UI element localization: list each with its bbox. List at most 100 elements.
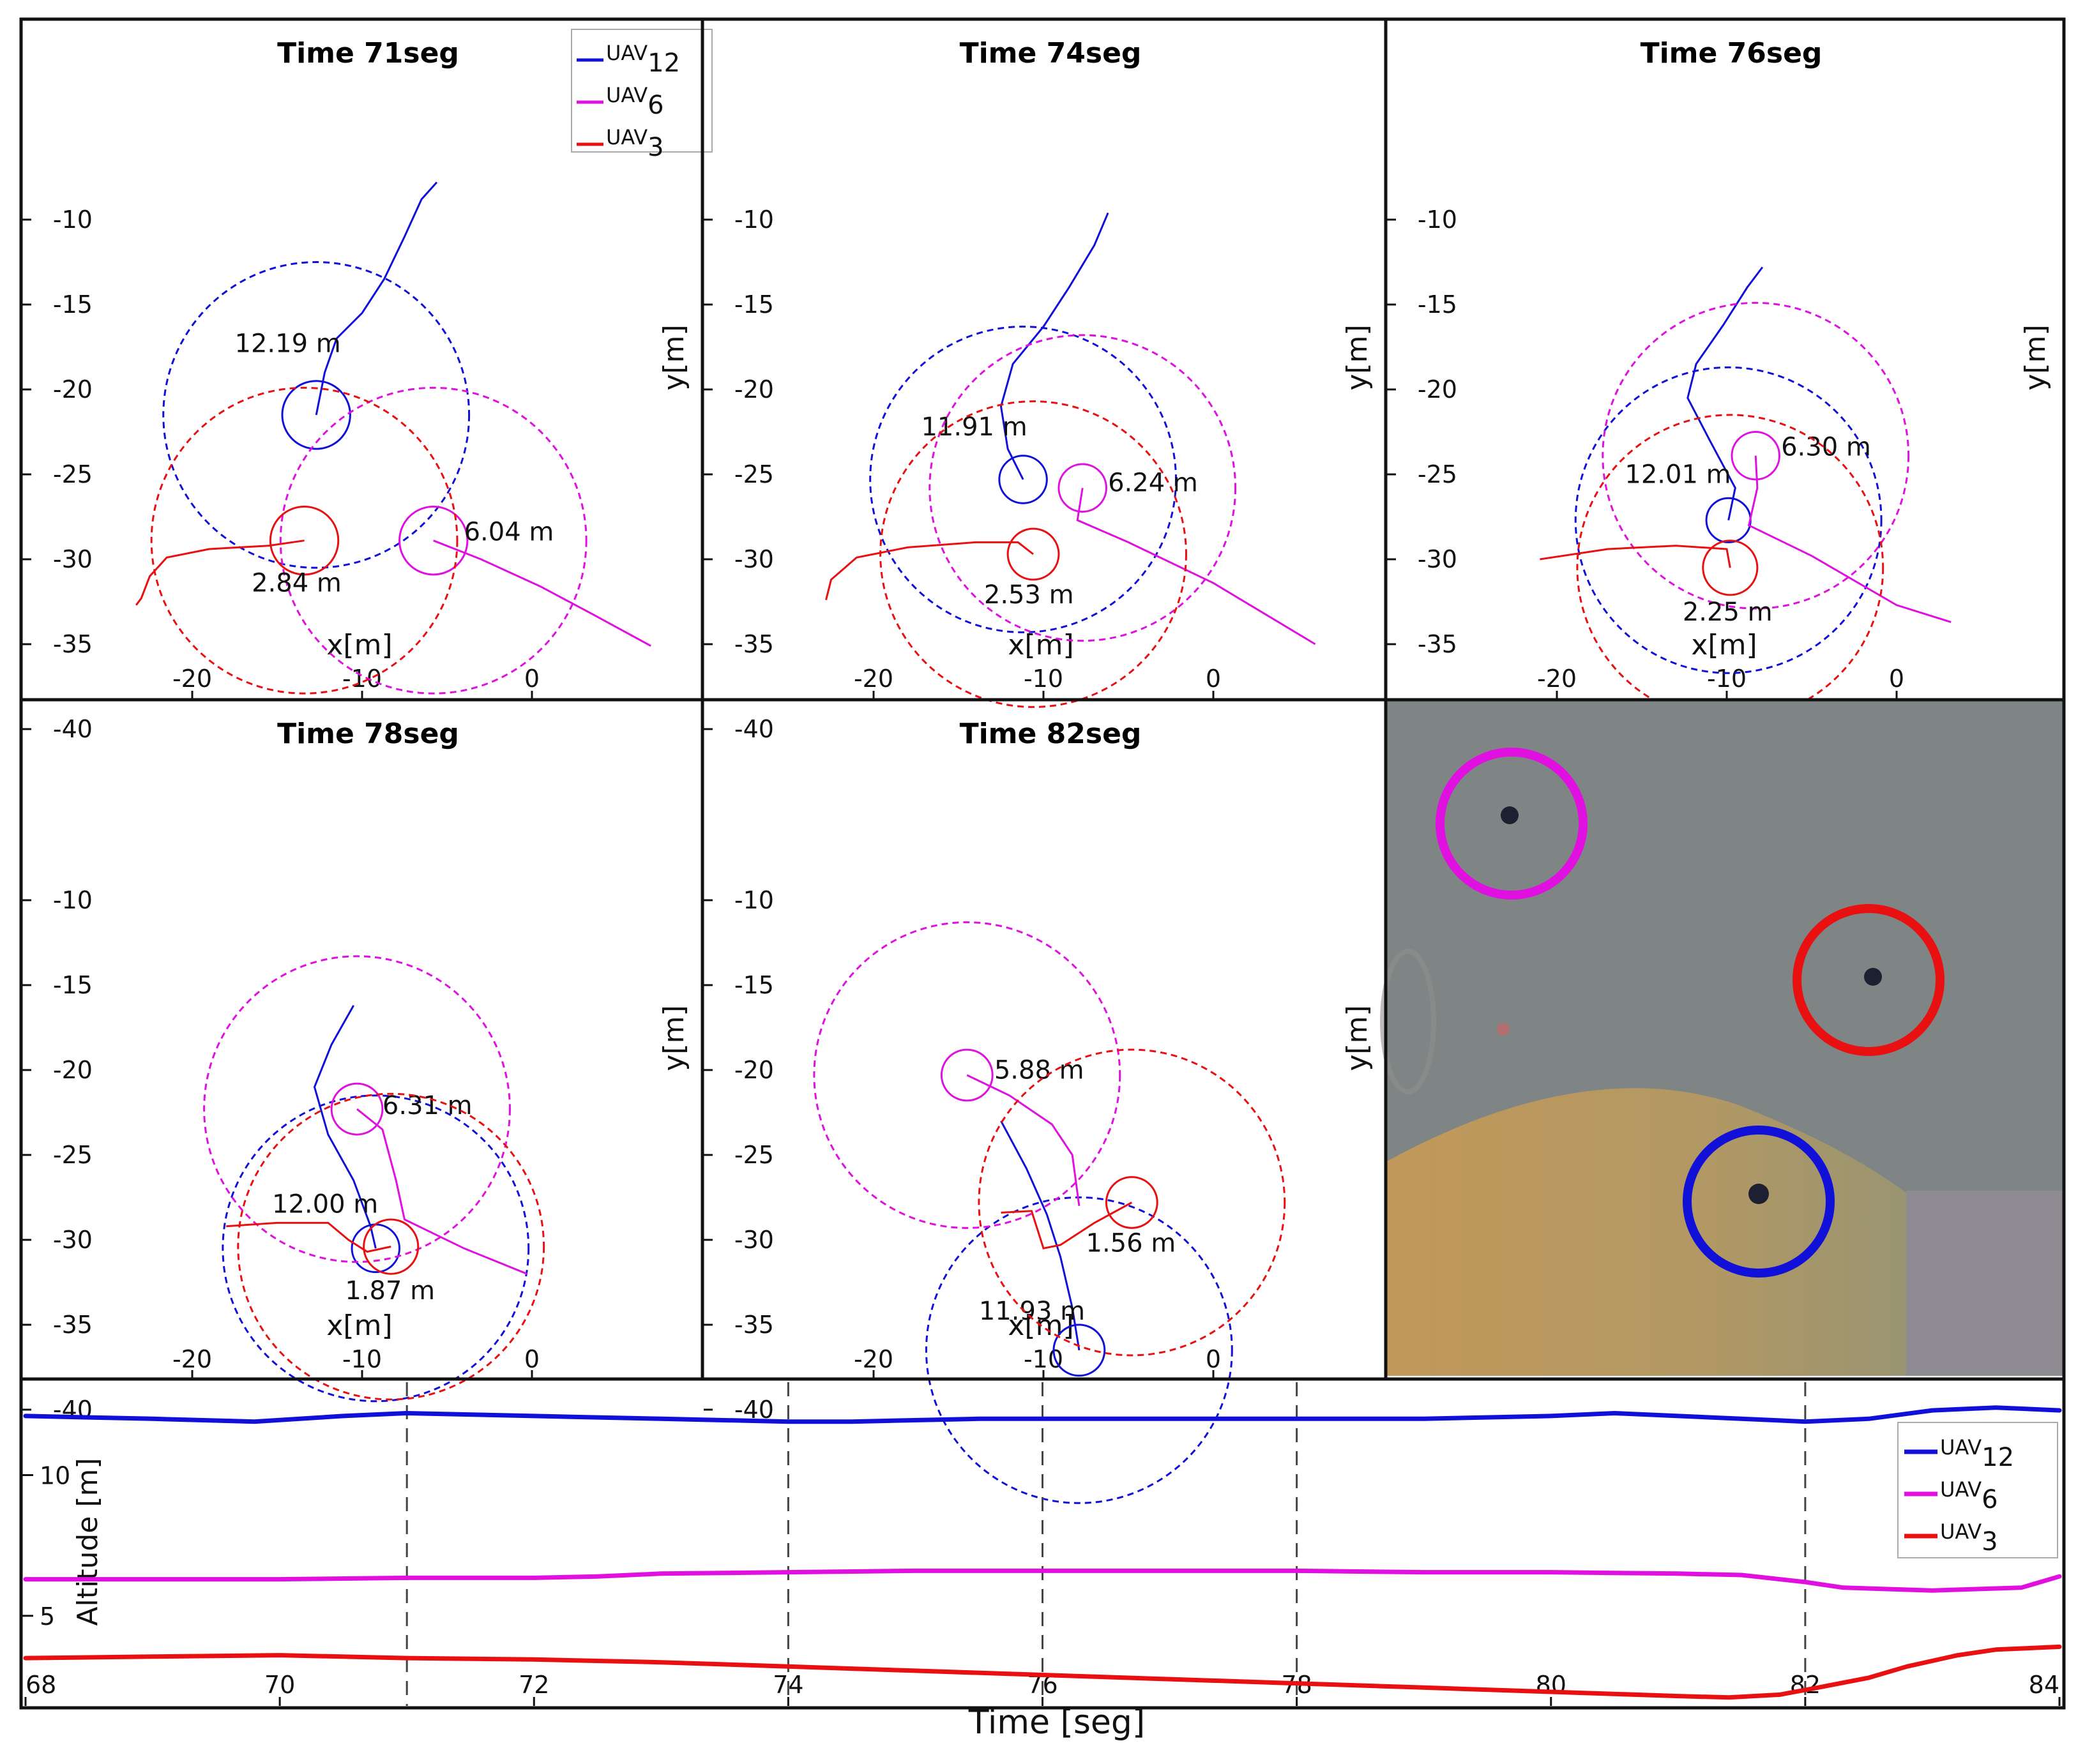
uav3-range-circle [150, 386, 459, 695]
uav6-trajectory [1747, 455, 1952, 623]
x-axis-label: x[m] [1008, 629, 1073, 661]
uav6-trajectory [966, 1074, 1080, 1206]
xtick-label: -10 [1707, 665, 1747, 693]
uav3-position-circle [1105, 1176, 1158, 1229]
uav12-range-circle [1574, 366, 1883, 674]
uav6-legend-subscript: 6 [648, 91, 663, 120]
ytick-label: -30 [734, 1226, 774, 1254]
x-axis-label: x[m] [326, 1309, 392, 1342]
xtick-label: -10 [342, 1345, 382, 1373]
panel-3: Time 78seg -10 -15 -20 -25 -30 -35 -40 -20 -10 0 x[… [22, 718, 690, 1424]
uav3-distance-label: 2.25 m [1683, 598, 1773, 627]
uav12-legend-subscript: 12 [648, 49, 680, 78]
uav3-trajectory [226, 1221, 391, 1253]
uav6-position-circle [1058, 463, 1107, 513]
xtick-label: -10 [1024, 665, 1063, 693]
uav6-position-circle [940, 1048, 994, 1102]
xtick-label: -10 [342, 665, 382, 693]
ytick-label: -15 [53, 971, 93, 999]
y-axis-label: y[m] [1341, 324, 1374, 390]
panel-title: Time 71seg [277, 37, 459, 70]
xtick-label: -20 [854, 1345, 893, 1373]
ytick-label: -10 [734, 886, 774, 914]
panel-title: Time 78seg [277, 718, 459, 750]
xtick-label: -10 [1024, 1345, 1063, 1373]
uav12-trajectory [1000, 1120, 1080, 1351]
ytick-label: -35 [1418, 630, 1457, 658]
uav3-trajectory [135, 539, 305, 606]
ytick-label: -25 [734, 460, 774, 488]
uav12-trajectory [1687, 266, 1764, 521]
uav6-range-circle [279, 386, 588, 695]
uav12-altitude-line [23, 1405, 2062, 1424]
xtick-label: 80 [1536, 1671, 1566, 1699]
uav3-distance-label: 1.56 m [1086, 1229, 1176, 1258]
panel-borders [19, 17, 2066, 1710]
uav3-altitude-line [23, 1644, 2062, 1700]
uav12-distance-label: 11.91 m [921, 412, 1027, 442]
uav6-legend-subscript: 6 [1982, 1485, 1998, 1514]
uav3-range-circle [978, 1048, 1286, 1357]
panel-title: Time 74seg [960, 37, 1142, 70]
ytick-label: -20 [53, 375, 93, 403]
uav3-legend-subscript: 3 [1982, 1527, 1998, 1557]
ytick-label: -40 [734, 715, 774, 743]
xtick-label: 0 [524, 1345, 540, 1373]
ytick-label: -10 [53, 886, 93, 914]
xtick-label: 70 [264, 1671, 295, 1699]
altitude-ylabel: Altitude [m] [72, 1458, 104, 1625]
xtick-label: -20 [854, 665, 893, 693]
xtick-label: 74 [773, 1671, 803, 1699]
x-axis-label: x[m] [326, 629, 392, 661]
ytick-label: -25 [53, 460, 93, 488]
panel-0: Time 71seg -10 -15 -20 -25 -30 -35 -40 -20 -10 0 x[… [22, 29, 713, 743]
xtick-label: 0 [1206, 665, 1221, 693]
panel-4: Time 82seg-10-15-20-25-30-35-40-20 -10 0x[… [704, 718, 1374, 1504]
uav3-photo-marker [1793, 904, 1945, 1056]
uav6-altitude-line [23, 1568, 2062, 1593]
xtick-label: 82 [1790, 1671, 1821, 1699]
ytick-label: -20 [53, 1056, 93, 1084]
ytick-label: -35 [734, 1311, 774, 1339]
ytick-label: -40 [53, 715, 93, 743]
xtick-label: -20 [172, 1345, 212, 1373]
uav6-range-circle [203, 955, 511, 1263]
panel-title: Time 76seg [1641, 37, 1823, 70]
uav3-position-circle [1006, 527, 1060, 581]
uav6-position-circle [398, 506, 469, 576]
ytick-label: -25 [1418, 460, 1457, 488]
xtick-label: 72 [519, 1671, 549, 1699]
uav6-range-circle [1602, 301, 1910, 610]
uav12-position-circle [281, 380, 351, 450]
uav12-distance-label: 12.00 m [272, 1189, 378, 1219]
ytick-label: -25 [734, 1141, 774, 1169]
panel-title: Time 82seg [960, 718, 1142, 750]
uav3-trajectory [825, 541, 1034, 601]
uav12-range-circle [222, 1094, 530, 1403]
uav12-legend-subscript: 12 [1982, 1443, 2014, 1472]
ytick-label: -35 [734, 630, 774, 658]
uav12-position-circle [1052, 1323, 1106, 1377]
ytick-label: -15 [1418, 290, 1457, 319]
uav12-position-circle [998, 455, 1048, 504]
altitude-xlabel: Time [seg] [968, 1703, 1145, 1742]
uav6-photo-marker [1436, 748, 1588, 900]
uav3-range-circle [237, 1092, 545, 1401]
uav3-position-circle [269, 506, 340, 576]
ytick-label: -15 [734, 290, 774, 319]
ytick-label: -15 [734, 971, 774, 999]
xtick-label: 0 [524, 665, 540, 693]
uav3-distance-label: 1.87 m [345, 1276, 435, 1306]
panel-1: Time 74seg -10 -15 -20 -25 -30 -35 -40 -20 -10 0 x[… [704, 37, 1374, 743]
xtick-label: 68 [26, 1671, 56, 1699]
uav3-trajectory [1540, 545, 1731, 568]
ytick-label: -10 [1418, 206, 1457, 234]
uav12-distance-label: 12.19 m [235, 329, 341, 358]
ytick-label: -30 [1418, 545, 1457, 573]
uav12-range-circle [869, 326, 1177, 633]
uav3-distance-label: 2.84 m [252, 569, 342, 598]
uav3-distance-label: 2.53 m [984, 580, 1074, 610]
